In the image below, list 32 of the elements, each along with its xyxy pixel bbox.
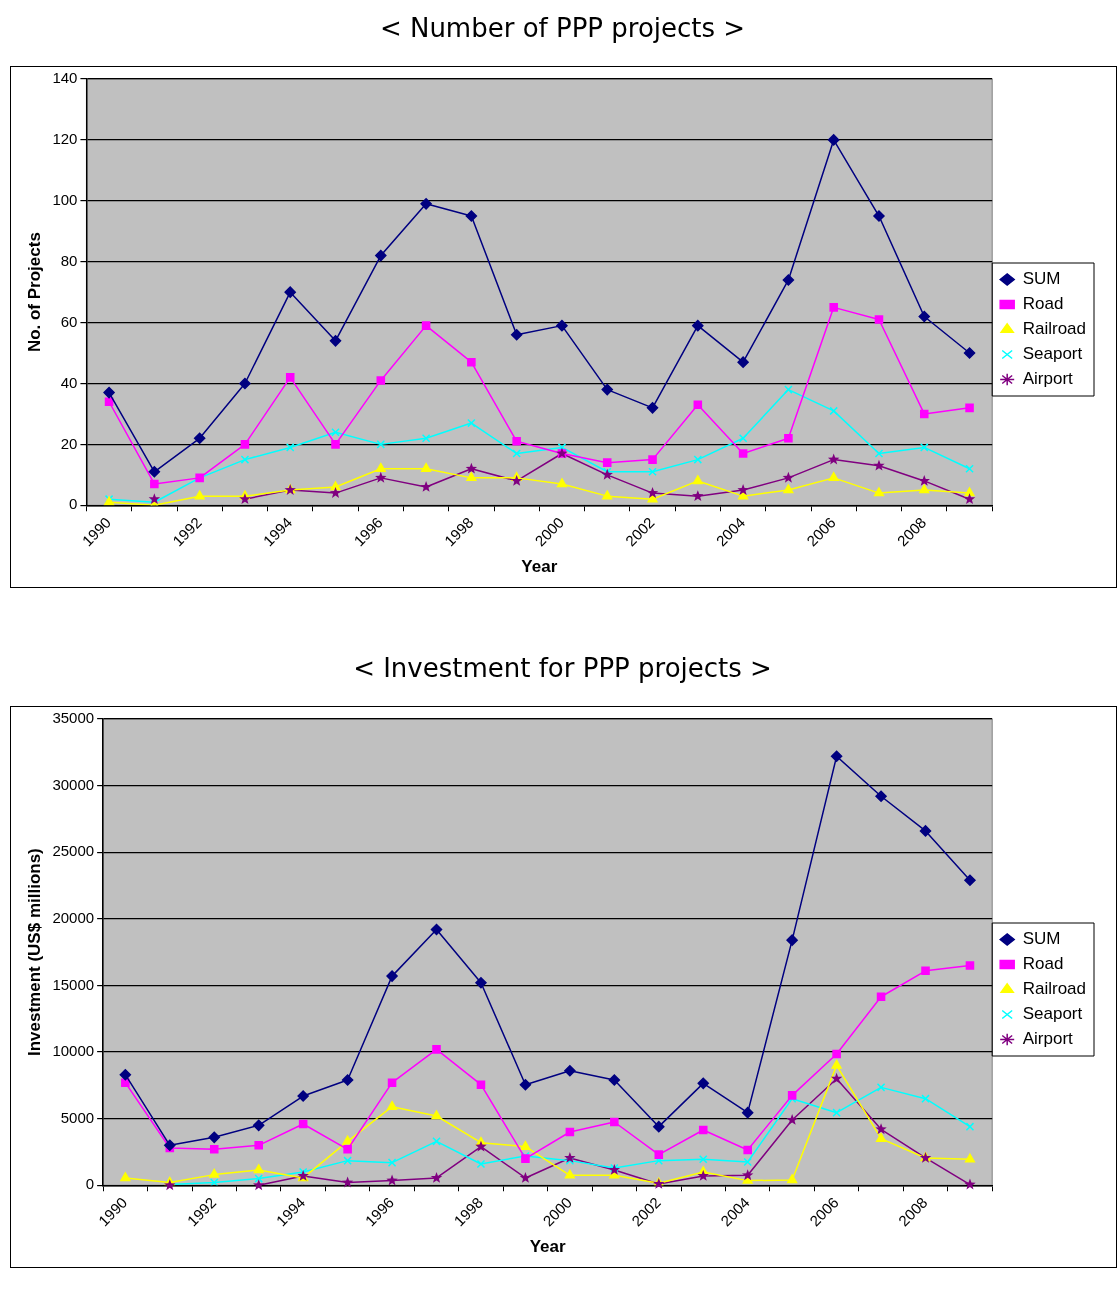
y-tick-label: 80 (60, 251, 78, 269)
legend-label: Seaport (1022, 1004, 1083, 1024)
y-tick-label: 40 (60, 373, 78, 391)
legend-label: Road (1022, 294, 1064, 314)
y-tick-label: 5000 (60, 1108, 95, 1126)
chart-title: < Investment for PPP projects > (352, 652, 773, 685)
chart-title: < Number of PPP projects > (378, 12, 747, 45)
y-axis-title: Investment (US$ millions) (24, 848, 44, 1057)
legend-label: Railroad (1022, 319, 1086, 339)
y-tick-label: 15000 (52, 975, 95, 993)
legend-label: Railroad (1022, 979, 1086, 999)
y-tick-label: 0 (85, 1175, 95, 1193)
y-tick-label: 10000 (52, 1042, 95, 1060)
y-tick-label: 25000 (52, 842, 95, 860)
x-axis-title: Year (521, 557, 558, 577)
y-tick-label: 30000 (52, 775, 95, 793)
y-tick-label: 140 (52, 69, 78, 87)
legend-label: Airport (1022, 1029, 1074, 1049)
y-tick-label: 20000 (52, 908, 95, 926)
legend-label: SUM (1022, 269, 1061, 289)
y-tick-label: 20 (60, 434, 78, 452)
y-axis-title: No. of Projects (24, 232, 44, 353)
y-tick-label: 0 (69, 495, 78, 513)
x-axis-title: Year (529, 1237, 566, 1257)
y-tick-label: 60 (60, 312, 78, 330)
y-tick-label: 35000 (52, 709, 95, 727)
y-tick-label: 100 (52, 190, 78, 208)
legend-label: Seaport (1022, 344, 1083, 364)
legend-label: Airport (1022, 369, 1074, 389)
legend-label: Road (1022, 954, 1064, 974)
legend-label: SUM (1022, 929, 1061, 949)
y-tick-label: 120 (52, 130, 78, 148)
